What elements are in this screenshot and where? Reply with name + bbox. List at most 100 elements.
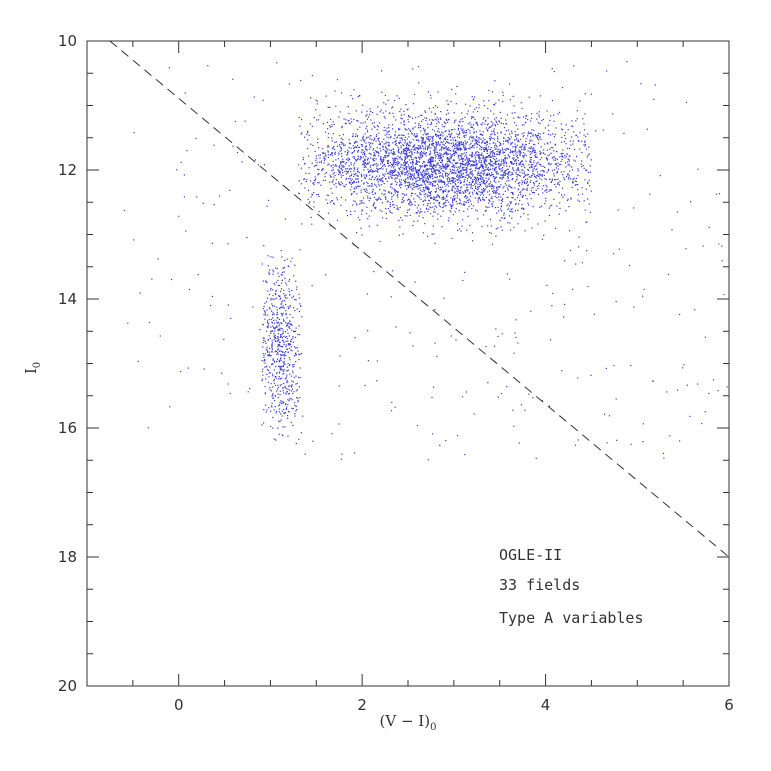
- scatter-point: [525, 144, 527, 146]
- scatter-point: [440, 133, 442, 135]
- scatter-point: [429, 153, 431, 156]
- scatter-point: [402, 144, 404, 146]
- scatter-point: [694, 309, 696, 311]
- scatter-point: [287, 393, 290, 395]
- scatter-point: [459, 170, 461, 172]
- scatter-point: [539, 153, 541, 155]
- scatter-point: [463, 204, 465, 206]
- scatter-point: [420, 157, 422, 159]
- scatter-point: [350, 182, 352, 184]
- scatter-point: [299, 334, 301, 336]
- scatter-point: [575, 134, 577, 137]
- scatter-point: [526, 187, 528, 189]
- scatter-point: [272, 325, 274, 327]
- scatter-point: [537, 138, 539, 140]
- scatter-point: [389, 211, 391, 213]
- scatter-point: [581, 187, 583, 189]
- scatter-point: [376, 151, 378, 153]
- scatter-point: [409, 145, 411, 147]
- scatter-point: [415, 159, 418, 162]
- scatter-point: [502, 172, 505, 174]
- scatter-point: [452, 149, 454, 151]
- scatter-point: [465, 131, 468, 134]
- scatter-point: [353, 187, 355, 189]
- scatter-point: [311, 75, 313, 77]
- scatter-point: [442, 196, 445, 198]
- scatter-point: [369, 138, 371, 140]
- scatter-point: [324, 176, 326, 178]
- scatter-point: [443, 140, 445, 142]
- scatter-point: [279, 372, 281, 374]
- scatter-point: [435, 119, 437, 121]
- scatter-point: [474, 167, 477, 169]
- scatter-point: [590, 190, 592, 192]
- scatter-point: [285, 403, 287, 406]
- scatter-point: [317, 182, 319, 184]
- scatter-point: [513, 154, 515, 156]
- scatter-point: [514, 210, 516, 212]
- scatter-point: [270, 256, 272, 258]
- scatter-point: [293, 331, 295, 333]
- scatter-point: [367, 195, 369, 197]
- scatter-point: [420, 172, 422, 174]
- scatter-point: [278, 295, 280, 297]
- scatter-point: [411, 148, 413, 150]
- scatter-point: [398, 127, 400, 130]
- scatter-point: [244, 120, 246, 122]
- scatter-point: [272, 373, 274, 375]
- scatter-point: [301, 118, 303, 121]
- scatter-point: [525, 178, 527, 181]
- scatter-point: [361, 111, 363, 113]
- scatter-point: [290, 339, 293, 341]
- scatter-point: [310, 216, 312, 218]
- scatter-point: [364, 190, 366, 193]
- scatter-point: [420, 114, 422, 116]
- scatter-point: [486, 191, 489, 193]
- scatter-point: [521, 203, 523, 206]
- scatter-point: [291, 350, 293, 352]
- scatter-point: [333, 203, 335, 205]
- scatter-point: [416, 212, 418, 214]
- scatter-point: [454, 151, 456, 153]
- scatter-point: [437, 151, 439, 153]
- scatter-point: [383, 189, 385, 191]
- scatter-point: [493, 128, 495, 130]
- scatter-point: [451, 189, 453, 191]
- scatter-point: [535, 135, 537, 137]
- scatter-point: [570, 144, 572, 146]
- scatter-point: [483, 148, 485, 150]
- scatter-point: [473, 145, 475, 147]
- scatter-point: [425, 155, 427, 157]
- scatter-point: [506, 187, 508, 189]
- scatter-point: [478, 197, 480, 199]
- scatter-point: [432, 157, 434, 159]
- scatter-point: [471, 177, 473, 179]
- scatter-point: [577, 189, 579, 191]
- scatter-point: [567, 164, 569, 166]
- scatter-point: [308, 134, 310, 136]
- scatter-point: [300, 167, 302, 169]
- scatter-point: [511, 197, 513, 199]
- scatter-point: [528, 393, 530, 395]
- scatter-point: [327, 164, 329, 166]
- scatter-point: [271, 340, 273, 342]
- scatter-point: [469, 158, 471, 160]
- scatter-point: [469, 176, 471, 178]
- scatter-point: [491, 197, 493, 200]
- scatter-point: [501, 159, 503, 161]
- scatter-point: [407, 209, 409, 211]
- scatter-point: [289, 294, 291, 296]
- scatter-point: [391, 166, 393, 168]
- scatter-point: [494, 169, 496, 171]
- scatter-point: [476, 146, 478, 148]
- scatter-point: [447, 157, 449, 159]
- scatter-point: [452, 179, 454, 181]
- scatter-point: [379, 159, 382, 161]
- scatter-point: [292, 366, 294, 368]
- scatter-point: [409, 202, 411, 204]
- scatter-point: [377, 106, 379, 108]
- scatter-point: [560, 153, 562, 155]
- scatter-point: [272, 427, 274, 429]
- scatter-point: [517, 209, 519, 211]
- scatter-point: [392, 162, 395, 164]
